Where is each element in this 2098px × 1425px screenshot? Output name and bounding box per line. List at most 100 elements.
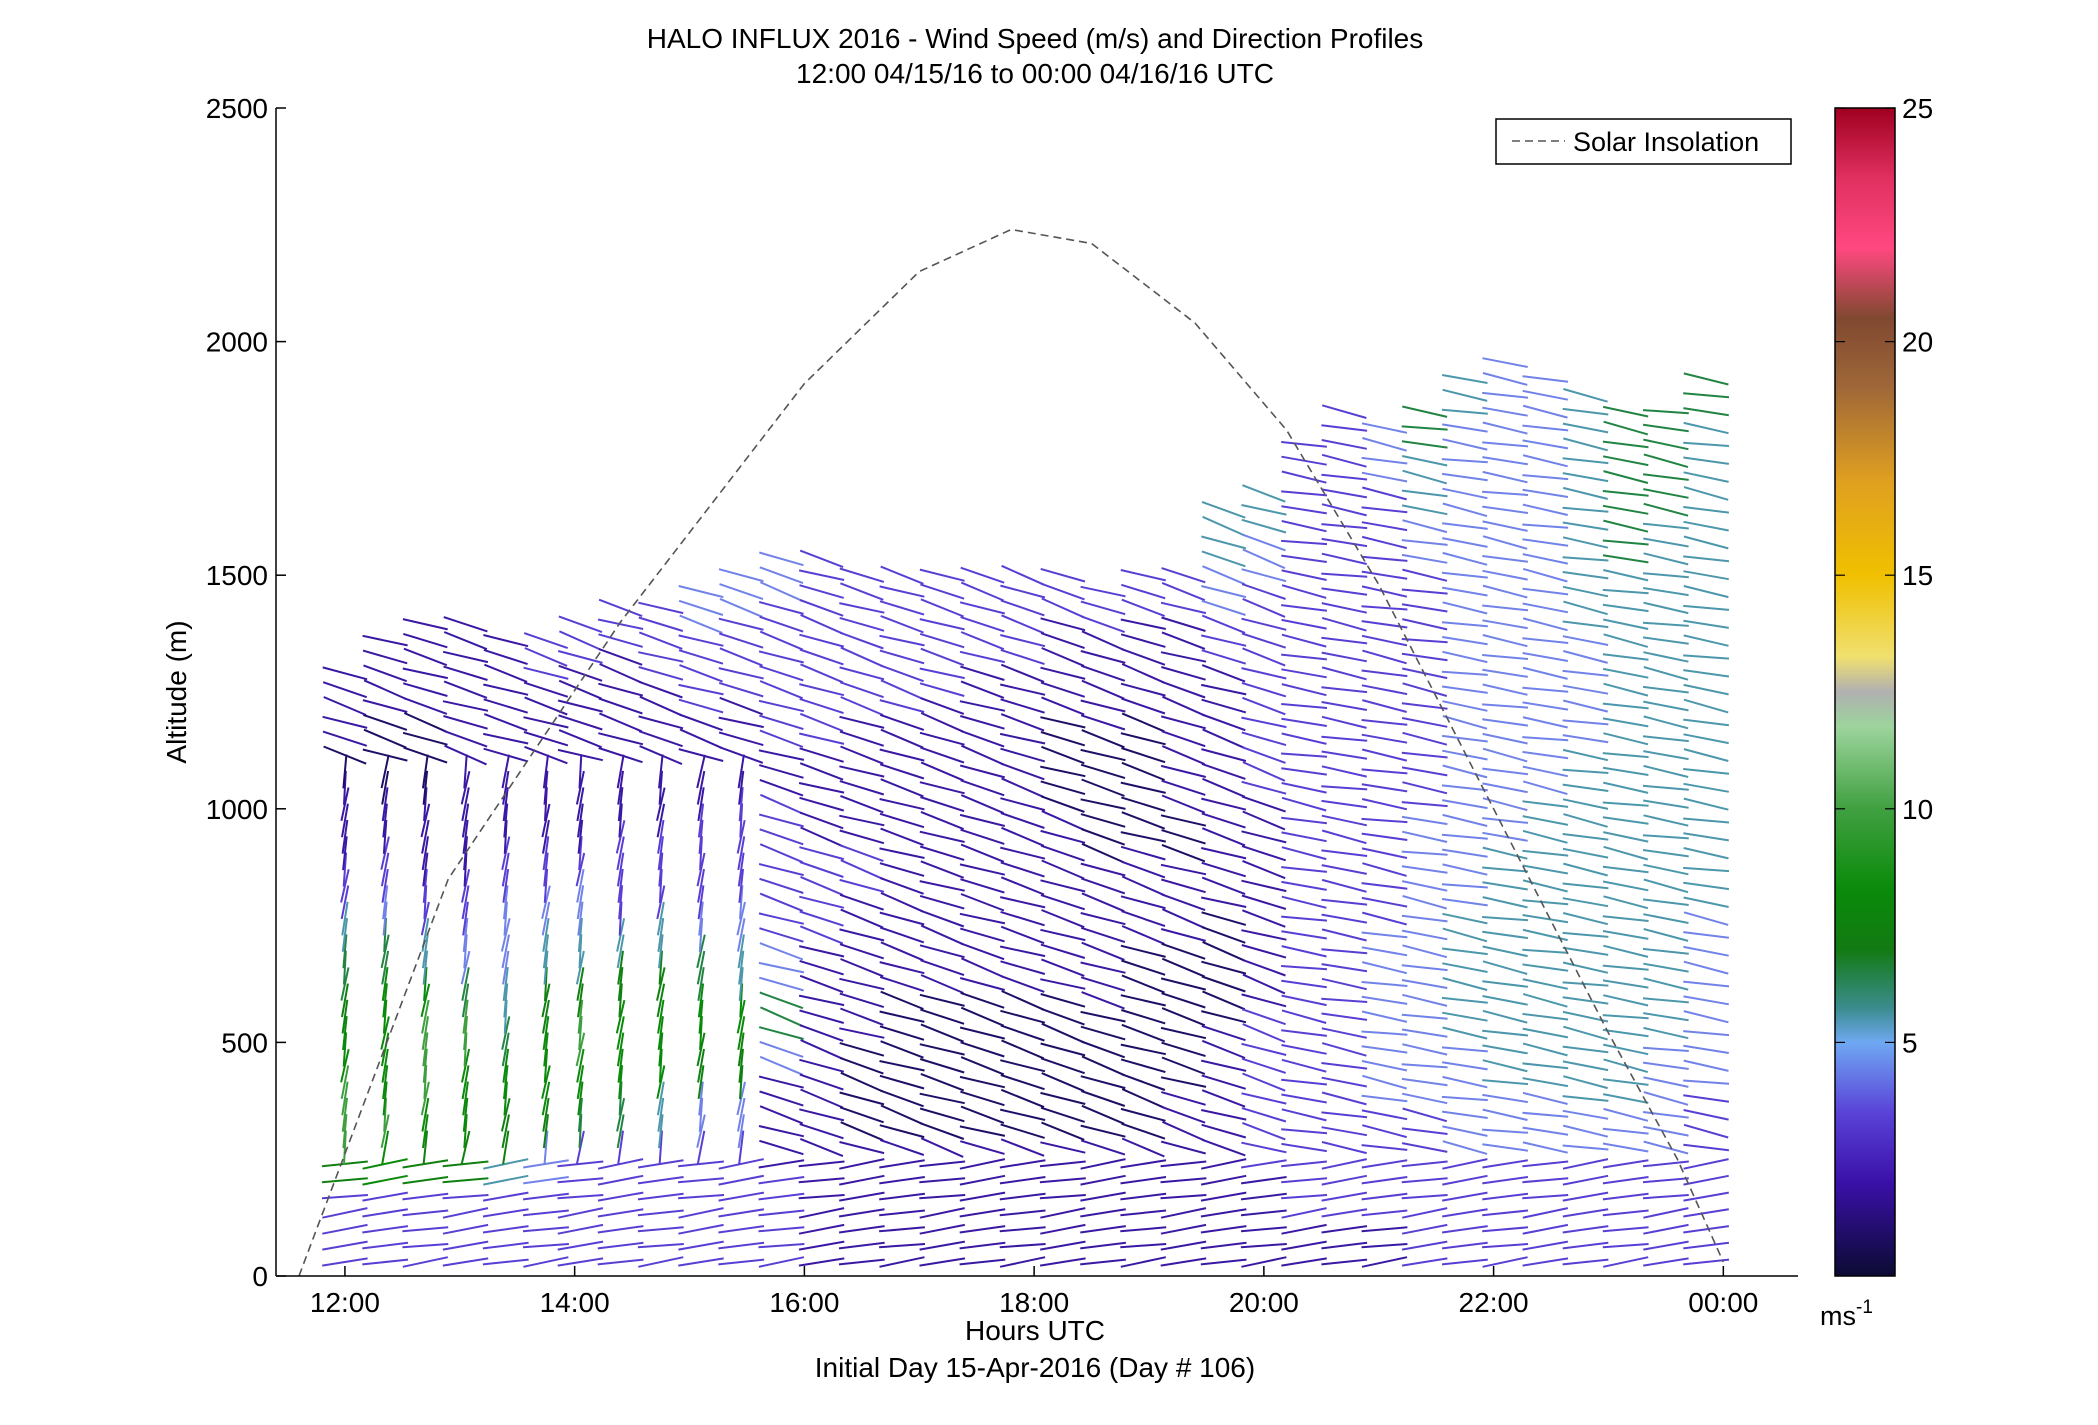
wind-vector [1522, 454, 1568, 468]
wind-vector [557, 1207, 604, 1219]
wind-vector [1522, 617, 1568, 632]
wind-vector [1402, 830, 1448, 843]
wind-vector [1120, 1192, 1167, 1201]
wind-vector [1361, 1144, 1408, 1151]
wind-vector [1562, 536, 1609, 549]
wind-vector [1120, 944, 1166, 958]
wind-vector [1441, 522, 1488, 530]
wind-vector [557, 1194, 604, 1200]
wind-vector [1041, 810, 1085, 831]
wind-vector [380, 836, 390, 870]
wind-vector [1683, 995, 1729, 1006]
wind-vector [637, 1176, 684, 1185]
wind-vector [381, 967, 389, 1001]
wind-vector [1642, 409, 1689, 415]
wind-vector [738, 868, 744, 903]
wind-vector [678, 1207, 724, 1219]
wind-vector [1081, 941, 1125, 961]
wind-vector [1241, 632, 1287, 649]
wind-vector [1602, 1028, 1649, 1038]
wind-vector [1522, 948, 1569, 954]
wind-vector [1080, 1241, 1127, 1250]
wind-vector [1281, 1194, 1328, 1200]
wind-vector [1522, 736, 1569, 742]
wind-vector [1000, 975, 1045, 993]
wind-vector [656, 901, 665, 936]
wind-vector [343, 1130, 347, 1165]
wind-vector [839, 829, 885, 845]
wind-vector [1602, 1078, 1649, 1086]
wind-vector [697, 1048, 705, 1083]
wind-vector [483, 648, 528, 666]
wind-vector [1401, 1160, 1448, 1168]
wind-vector [341, 999, 349, 1034]
wind-vector [460, 1130, 471, 1165]
wind-vector [1562, 931, 1609, 938]
wind-vector [678, 634, 724, 647]
y-tick-label: 500 [221, 1027, 268, 1058]
wind-vector [423, 787, 428, 822]
wind-vector [1562, 748, 1609, 762]
wind-vector [1080, 961, 1126, 974]
wind-vector [798, 1257, 845, 1267]
wind-vector [959, 650, 1006, 664]
wind-vector [1603, 682, 1649, 697]
wind-vector [1321, 616, 1367, 632]
wind-vector [1240, 1226, 1287, 1233]
wind-vector [658, 1130, 663, 1165]
wind-vector [1643, 666, 1689, 681]
wind-vector [1240, 1176, 1287, 1185]
wind-vector [1240, 1159, 1287, 1169]
wind-vector [362, 634, 408, 647]
wind-vector [342, 852, 348, 887]
wind-vector [1080, 1139, 1126, 1156]
wind-vector [1401, 652, 1448, 662]
wind-vector [1080, 926, 1126, 944]
wind-vector [1522, 587, 1569, 596]
wind-vector [1080, 1158, 1126, 1170]
wind-vector [1161, 680, 1206, 699]
wind-vector [718, 1258, 765, 1266]
wind-vector [1201, 1039, 1246, 1059]
wind-vector [839, 1158, 885, 1170]
wind-vector [502, 1048, 510, 1083]
wind-vector [443, 631, 488, 651]
wind-vector [362, 1241, 409, 1250]
wind-vector [839, 992, 885, 1009]
wind-vector [462, 819, 469, 854]
wind-vector [617, 787, 624, 822]
wind-vector [1281, 441, 1328, 448]
wind-vector [638, 616, 684, 632]
wind-vector [524, 745, 568, 765]
wind-vector [1401, 1092, 1448, 1105]
wind-vector [880, 664, 924, 683]
wind-vector [1603, 944, 1649, 958]
wind-vector [1161, 730, 1206, 748]
wind-vector [658, 934, 664, 969]
wind-vector [1321, 587, 1368, 596]
wind-vector [839, 666, 885, 681]
wind-vector [799, 599, 844, 617]
wind-vector [598, 633, 643, 648]
wind-vector [381, 1130, 390, 1165]
wind-vector [758, 650, 804, 664]
wind-vector [1441, 670, 1488, 676]
wind-vector [758, 1256, 805, 1268]
wind-vector [839, 878, 885, 893]
wind-vector [1040, 617, 1086, 632]
wind-vector [1000, 599, 1045, 617]
wind-vector [362, 1174, 408, 1186]
wind-vector [799, 1024, 844, 1042]
wind-vector [880, 891, 924, 913]
wind-vector [1442, 977, 1488, 991]
wind-vector [1602, 831, 1649, 843]
wind-vector [1482, 797, 1528, 812]
wind-vector [1160, 928, 1206, 942]
wind-vector [341, 917, 348, 952]
wind-vector [362, 1258, 409, 1266]
wind-vector [1522, 375, 1569, 383]
wind-vector [959, 1258, 1006, 1266]
wind-vector [1683, 866, 1730, 873]
wind-vector [442, 650, 489, 664]
wind-vector [1562, 768, 1609, 774]
